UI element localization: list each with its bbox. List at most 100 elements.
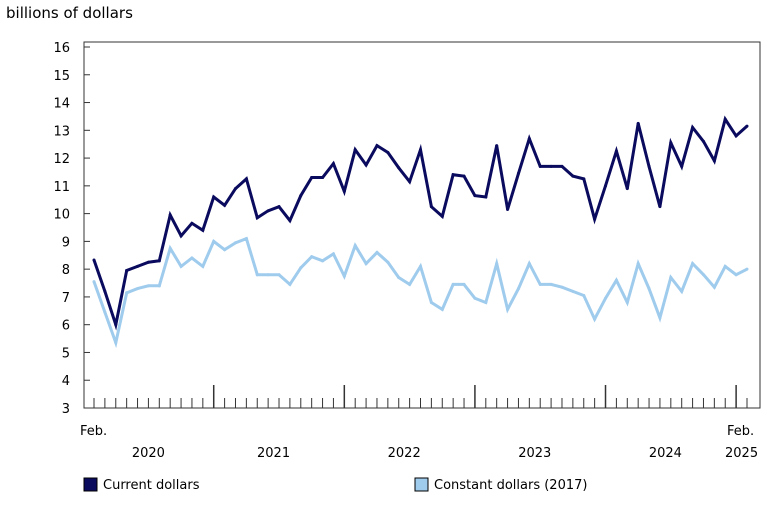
data-point-constant (691, 262, 695, 266)
data-point-constant (473, 296, 477, 300)
data-point-current (419, 148, 422, 152)
y-tick-label: 5 (62, 346, 70, 361)
data-point-current (288, 219, 292, 223)
data-point-current (516, 171, 520, 175)
y-tick-label: 7 (62, 291, 70, 306)
data-point-constant (723, 264, 727, 268)
data-point-current (397, 166, 401, 170)
legend-label-constant: Constant dollars (2017) (434, 478, 587, 493)
x-year-label: 2020 (132, 446, 165, 461)
data-point-current (658, 205, 662, 209)
data-point-current (342, 189, 346, 193)
data-point-current (669, 141, 673, 145)
data-point-constant (495, 262, 499, 266)
data-point-current (625, 187, 629, 191)
data-point-constant (538, 282, 542, 286)
data-point-constant (440, 307, 444, 311)
data-point-current (604, 184, 608, 188)
data-point-constant (190, 256, 194, 260)
y-tick-label: 16 (53, 41, 70, 56)
data-point-constant (168, 246, 172, 250)
data-point-current (299, 194, 303, 198)
series-lines (92, 115, 749, 349)
data-point-constant (527, 262, 531, 266)
data-point-current (484, 195, 488, 199)
data-point-constant (386, 260, 390, 264)
data-point-current (244, 177, 248, 181)
legend-item-constant[interactable]: Constant dollars (2017) (414, 477, 587, 493)
y-tick-label: 8 (62, 263, 70, 278)
legend: Current dollars Constant dollars (2017) (83, 477, 587, 493)
data-point-constant (342, 274, 346, 278)
y-axis-title: billions of dollars (6, 4, 133, 22)
x-year-label: 2021 (257, 446, 290, 461)
data-point-current (364, 163, 368, 167)
data-point-constant (299, 266, 303, 270)
data-point-current (571, 174, 575, 178)
data-point-constant (331, 252, 335, 256)
data-point-constant (266, 273, 270, 277)
data-point-constant (114, 341, 118, 345)
data-point-current (560, 164, 564, 168)
data-point-constant (146, 284, 150, 288)
data-point-current (614, 149, 618, 153)
x-year-label: 2022 (388, 446, 421, 461)
data-point-current (201, 228, 205, 232)
data-point-constant (233, 241, 237, 245)
y-tick-label: 15 (53, 69, 70, 84)
data-point-current (451, 173, 455, 177)
legend-item-current[interactable]: Current dollars (83, 477, 200, 493)
x-start-label: Feb. (80, 424, 107, 439)
data-point-current (734, 134, 738, 138)
legend-swatch-current (83, 477, 98, 492)
x-year-label: 2025 (725, 446, 758, 461)
data-point-constant (582, 294, 586, 298)
data-point-current (473, 194, 477, 198)
data-point-constant (92, 280, 96, 284)
y-axis: 3 4 5 6 7 8 9 10 11 12 13 14 15 16 (53, 41, 90, 417)
data-point-constant (647, 287, 651, 291)
legend-swatch-constant (414, 477, 429, 492)
data-point-constant (451, 282, 455, 286)
y-tick-label: 4 (62, 374, 70, 389)
y-tick-label: 3 (62, 402, 70, 417)
data-point-constant (125, 291, 129, 295)
y-tick-label: 10 (53, 208, 70, 223)
data-point-constant (201, 264, 205, 268)
data-point-constant (255, 273, 259, 277)
data-point-current (310, 176, 314, 180)
data-point-constant (658, 316, 662, 320)
data-point-current (712, 159, 716, 163)
data-point-constant (516, 287, 520, 291)
data-point-current (506, 207, 510, 211)
data-point-current (440, 214, 444, 218)
data-point-current (223, 203, 227, 207)
data-point-current (157, 259, 161, 263)
data-point-current (386, 151, 390, 155)
data-point-constant (179, 264, 183, 268)
data-point-constant (321, 259, 325, 263)
data-point-constant (571, 289, 575, 293)
data-point-constant (419, 264, 422, 268)
data-point-current (233, 187, 237, 191)
data-point-current (103, 289, 107, 293)
data-point-current (593, 217, 597, 221)
data-point-current (429, 205, 433, 209)
data-point-current (331, 162, 335, 166)
data-point-constant (408, 282, 412, 286)
data-point-constant (310, 255, 314, 259)
data-point-current (125, 269, 129, 273)
data-point-constant (614, 278, 618, 282)
x-year-label: 2023 (518, 446, 551, 461)
data-point-constant (103, 310, 107, 314)
data-point-constant (484, 300, 488, 304)
data-point-constant (680, 289, 684, 293)
data-point-constant (604, 296, 608, 300)
data-point-constant (277, 273, 281, 277)
data-point-current (462, 174, 466, 178)
y-tick-label: 6 (62, 319, 70, 334)
data-point-current (212, 195, 216, 199)
data-point-constant (288, 282, 292, 286)
y-tick-label: 12 (53, 152, 70, 167)
